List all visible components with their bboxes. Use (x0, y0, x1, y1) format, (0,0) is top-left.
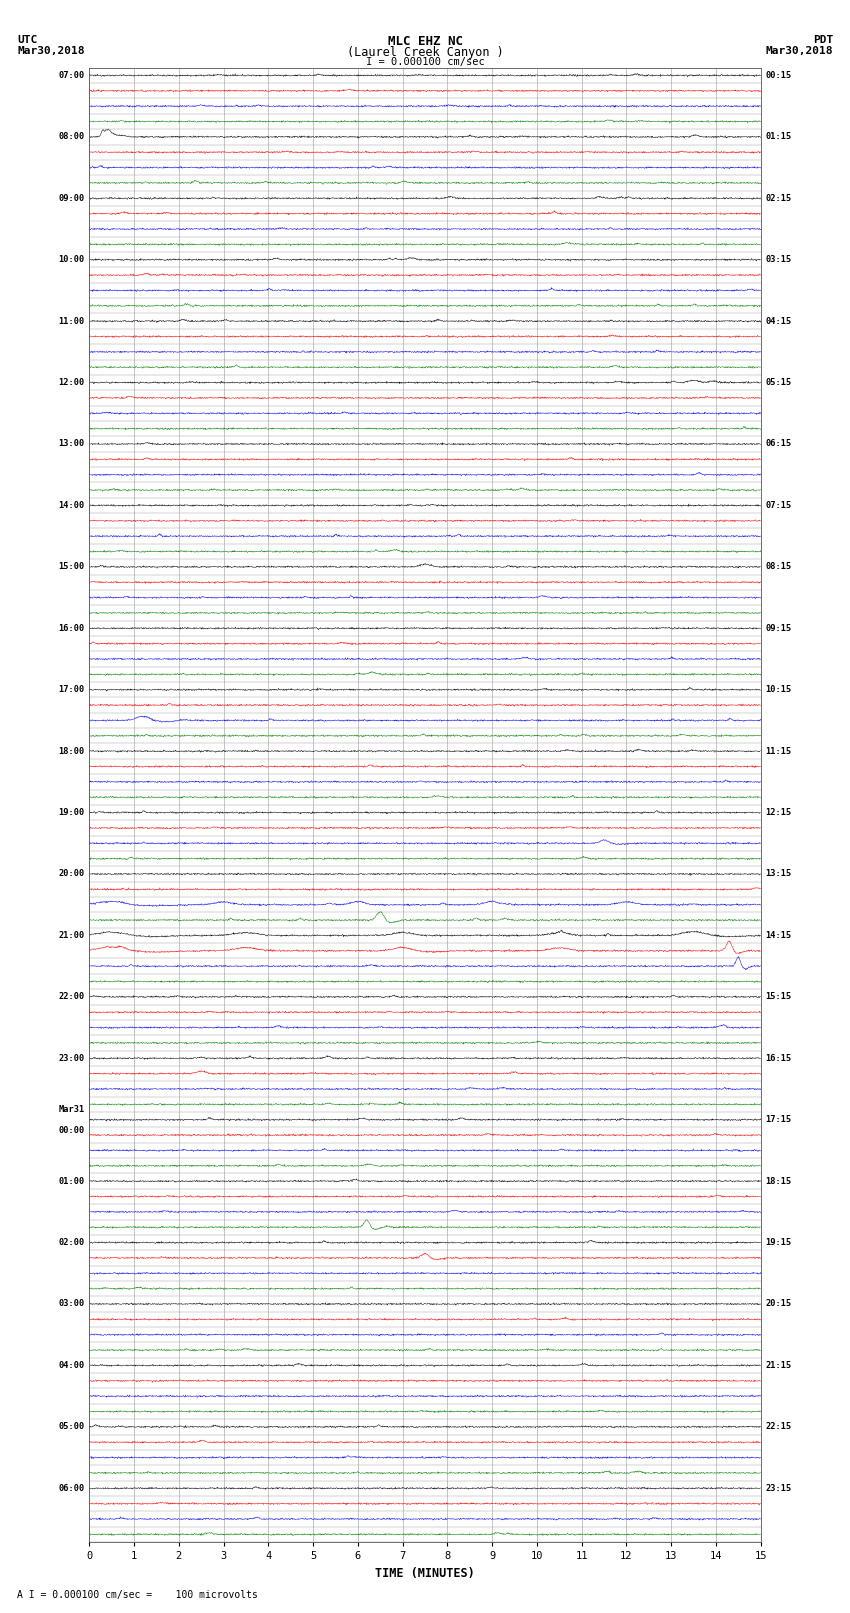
Text: 00:00: 00:00 (59, 1126, 84, 1134)
Text: 22:15: 22:15 (766, 1423, 791, 1431)
Text: 21:15: 21:15 (766, 1361, 791, 1369)
Text: Mar31: Mar31 (59, 1105, 84, 1115)
Text: 14:00: 14:00 (59, 502, 84, 510)
Text: MLC EHZ NC: MLC EHZ NC (388, 35, 462, 48)
Text: 05:15: 05:15 (766, 377, 791, 387)
Text: 11:15: 11:15 (766, 747, 791, 755)
X-axis label: TIME (MINUTES): TIME (MINUTES) (375, 1566, 475, 1579)
Text: 12:00: 12:00 (59, 377, 84, 387)
Text: 10:00: 10:00 (59, 255, 84, 265)
Text: 02:00: 02:00 (59, 1239, 84, 1247)
Text: 19:00: 19:00 (59, 808, 84, 818)
Text: A I = 0.000100 cm/sec =    100 microvolts: A I = 0.000100 cm/sec = 100 microvolts (17, 1590, 258, 1600)
Text: 05:00: 05:00 (59, 1423, 84, 1431)
Text: 00:15: 00:15 (766, 71, 791, 81)
Text: PDT: PDT (813, 35, 833, 45)
Text: 22:00: 22:00 (59, 992, 84, 1002)
Text: I = 0.000100 cm/sec: I = 0.000100 cm/sec (366, 58, 484, 68)
Text: 13:15: 13:15 (766, 869, 791, 879)
Text: 09:00: 09:00 (59, 194, 84, 203)
Text: 03:15: 03:15 (766, 255, 791, 265)
Text: 08:15: 08:15 (766, 563, 791, 571)
Text: (Laurel Creek Canyon ): (Laurel Creek Canyon ) (347, 45, 503, 60)
Text: 15:00: 15:00 (59, 563, 84, 571)
Text: 12:15: 12:15 (766, 808, 791, 818)
Text: 17:15: 17:15 (766, 1115, 791, 1124)
Text: 06:15: 06:15 (766, 439, 791, 448)
Text: 04:15: 04:15 (766, 316, 791, 326)
Text: 08:00: 08:00 (59, 132, 84, 142)
Text: 03:00: 03:00 (59, 1300, 84, 1308)
Text: 13:00: 13:00 (59, 439, 84, 448)
Text: 07:00: 07:00 (59, 71, 84, 81)
Text: 16:15: 16:15 (766, 1053, 791, 1063)
Text: 14:15: 14:15 (766, 931, 791, 940)
Text: 09:15: 09:15 (766, 624, 791, 632)
Text: 04:00: 04:00 (59, 1361, 84, 1369)
Text: 20:00: 20:00 (59, 869, 84, 879)
Text: 01:00: 01:00 (59, 1176, 84, 1186)
Text: 23:15: 23:15 (766, 1484, 791, 1492)
Text: 16:00: 16:00 (59, 624, 84, 632)
Text: 07:15: 07:15 (766, 502, 791, 510)
Text: 21:00: 21:00 (59, 931, 84, 940)
Text: Mar30,2018: Mar30,2018 (766, 45, 833, 56)
Text: 11:00: 11:00 (59, 316, 84, 326)
Text: 06:00: 06:00 (59, 1484, 84, 1492)
Text: 15:15: 15:15 (766, 992, 791, 1002)
Text: 01:15: 01:15 (766, 132, 791, 142)
Text: UTC: UTC (17, 35, 37, 45)
Text: 20:15: 20:15 (766, 1300, 791, 1308)
Text: 18:15: 18:15 (766, 1176, 791, 1186)
Text: 23:00: 23:00 (59, 1053, 84, 1063)
Text: 10:15: 10:15 (766, 686, 791, 694)
Text: 02:15: 02:15 (766, 194, 791, 203)
Text: 17:00: 17:00 (59, 686, 84, 694)
Text: Mar30,2018: Mar30,2018 (17, 45, 84, 56)
Text: 18:00: 18:00 (59, 747, 84, 755)
Text: 19:15: 19:15 (766, 1239, 791, 1247)
